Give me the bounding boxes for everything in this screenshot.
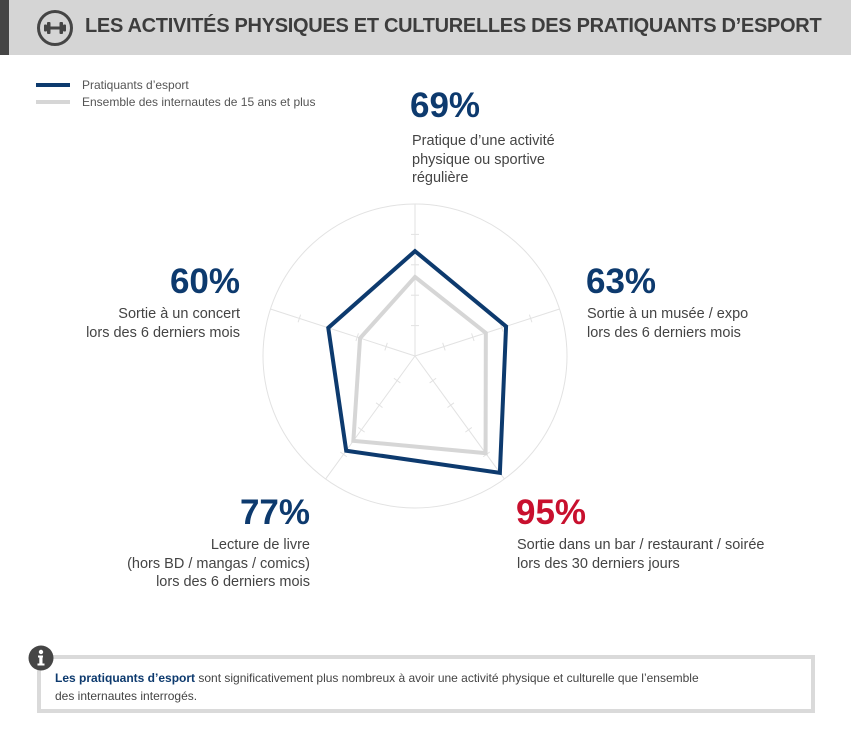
series-all-internet-users-polygon: [351, 274, 488, 456]
value-label-bar-restaurant: 95%: [516, 493, 587, 532]
radar-axis-tick: [429, 377, 437, 384]
info-box: Les pratiquants d’esport sont significat…: [37, 655, 815, 713]
axis-label-line: Pratique d’une activité: [412, 133, 555, 149]
legend-item-esport: Pratiquants d’esport: [36, 76, 315, 93]
info-text-line1: sont significativement plus nombreux à a…: [195, 671, 699, 685]
radar-axis-tick: [465, 427, 473, 433]
chart-legend: Pratiquants d’esport Ensemble des intern…: [36, 76, 315, 110]
value-label-reading: 77%: [239, 493, 310, 532]
axis-label-line: lors des 30 derniers jours: [517, 555, 680, 572]
page-title: LES ACTIVITÉS PHYSIQUES ET CULTURELLES D…: [85, 15, 822, 37]
radar-axis-tick: [375, 402, 383, 408]
radar-axis-tick: [339, 451, 348, 458]
radar-axis-tick: [471, 333, 475, 342]
radar-axis-tick: [393, 377, 401, 384]
axis-label-line: Sortie à un musée / expo: [587, 306, 749, 322]
dumbbell-icon: [37, 10, 73, 46]
axis-label-line: Sortie à un concert: [118, 306, 240, 322]
legend-label: Pratiquants d’esport: [82, 77, 189, 92]
radar-axis-tick: [528, 314, 533, 323]
axis-label-line: Lecture de livre: [210, 537, 310, 553]
legend-swatch-all: [36, 99, 70, 104]
radar-axis-tick: [355, 333, 359, 342]
axis-label-line: physique ou sportive: [412, 151, 545, 168]
axis-label-line: (hors BD / mangas / comics): [127, 555, 310, 572]
radar-axis-line: [325, 355, 416, 480]
radar-axis-tick: [500, 323, 504, 332]
info-text: Les pratiquants d’esport sont significat…: [55, 669, 699, 705]
axis-label-line: régulière: [412, 170, 469, 186]
axis-label-concert: Sortie à un concert lors des 6 derniers …: [86, 305, 240, 342]
header-accent-strip: [0, 0, 9, 55]
info-text-line2: des internautes interrogés.: [55, 689, 198, 703]
axis-label-line: lors des 6 derniers mois: [587, 324, 741, 341]
header-bar: LES ACTIVITÉS PHYSIQUES ET CULTURELLES D…: [0, 0, 851, 55]
info-icon: [28, 645, 54, 671]
radar-axis-line: [270, 308, 416, 357]
axis-label-line: lors des 6 derniers mois: [156, 574, 310, 590]
radar-axis-tick: [384, 342, 388, 351]
legend-swatch-esport: [36, 82, 70, 87]
radar-axis-tick: [447, 402, 455, 408]
axis-label-line: lors des 6 derniers mois: [86, 324, 240, 341]
legend-item-all: Ensemble des internautes de 15 ans et pl…: [36, 93, 315, 110]
radar-axis-tick: [297, 314, 302, 323]
axis-label-line: Sortie dans un bar / restaurant / soirée: [517, 537, 765, 553]
value-label-museum: 63%: [586, 262, 657, 301]
value-label-physical-activity: 69%: [410, 86, 481, 125]
axis-label-reading: Lecture de livre (hors BD / mangas / com…: [127, 536, 310, 592]
axis-label-physical-activity: Pratique d’une activité physique ou spor…: [412, 132, 555, 188]
axis-label-museum: Sortie à un musée / expo lors des 6 dern…: [587, 305, 748, 342]
axis-label-bar-restaurant: Sortie dans un bar / restaurant / soirée…: [517, 536, 764, 573]
value-label-concert: 60%: [169, 262, 240, 301]
radar-axis-tick: [357, 427, 365, 433]
radar-axis-tick: [442, 342, 446, 351]
info-text-bold: Les pratiquants d’esport: [55, 671, 196, 685]
series-esport-polygon: [326, 248, 509, 476]
legend-label: Ensemble des internautes de 15 ans et pl…: [82, 94, 316, 109]
radar-axis-line: [414, 355, 505, 480]
